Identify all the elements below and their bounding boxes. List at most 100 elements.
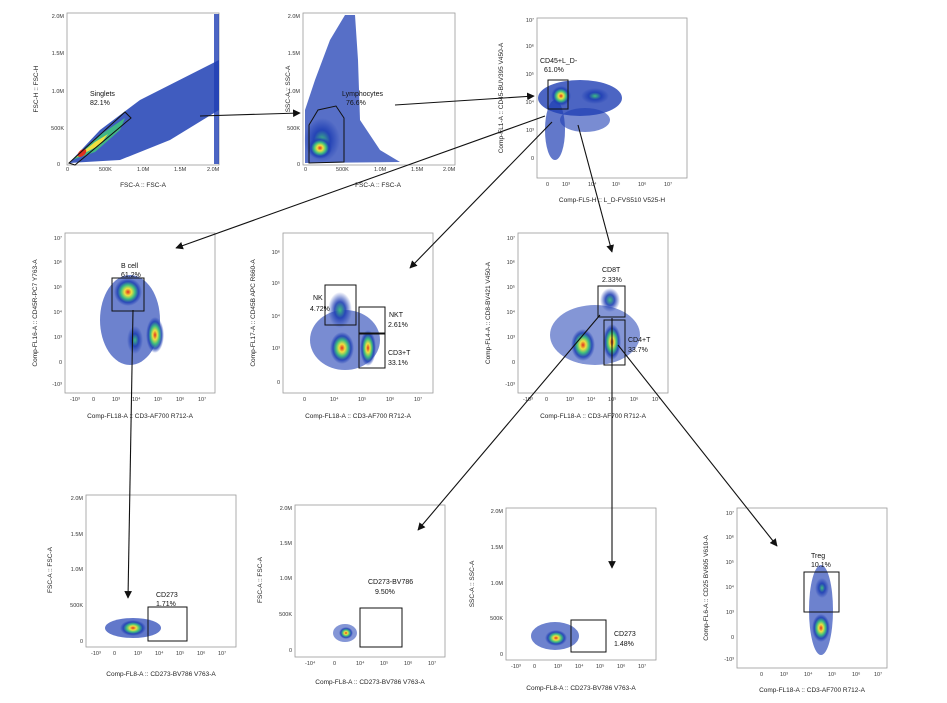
scatter-density — [809, 565, 833, 655]
y-tick: 10⁷ — [726, 510, 734, 517]
arrow-singlets-to-lymphocytes — [199, 109, 301, 118]
x-tick: 10⁶ — [197, 650, 205, 657]
y-tick: 10⁴ — [526, 99, 535, 106]
gate-label: CD8T — [602, 267, 621, 274]
gate-percent: 2.61% — [388, 322, 408, 329]
x-axis-label: FSC-A :: FSC-A — [355, 182, 402, 189]
x-tick: 10⁵ — [154, 396, 162, 403]
x-tick: 10⁴ — [155, 650, 164, 657]
y-tick: 0 — [80, 639, 83, 645]
x-tick: 10⁶ — [176, 396, 184, 403]
scatter-density — [100, 275, 164, 365]
scatter-density — [531, 622, 579, 650]
y-tick: 500K — [279, 612, 292, 618]
gate-label: CD273-BV786 — [368, 579, 413, 586]
gate-cd273-bv786 — [359, 607, 403, 648]
x-tick: 0 — [533, 664, 536, 670]
arrow-lymphocytes-to-cd45 — [394, 92, 535, 106]
y-tick: 1.0M — [288, 89, 301, 95]
y-axis-label: FSC-A :: FSC-A — [257, 556, 264, 603]
x-tick: 0 — [546, 182, 549, 188]
x-tick: 10⁶ — [638, 181, 646, 188]
y-tick: 10⁶ — [54, 259, 62, 266]
x-tick: 10⁷ — [652, 396, 660, 403]
gate-percent: 4.72% — [310, 306, 330, 313]
y-tick: 500K — [51, 126, 64, 132]
y-tick: 10⁴ — [726, 584, 735, 591]
x-tick: 10⁷ — [638, 663, 646, 670]
x-tick: -10³ — [511, 664, 521, 670]
x-tick: 10³ — [134, 651, 142, 657]
gate-cd273 — [147, 606, 188, 642]
arrow-nk-to-cd273 — [417, 314, 601, 531]
y-tick: 0 — [500, 652, 503, 658]
arrow-cd4-to-treg — [617, 344, 778, 547]
y-tick: 10⁶ — [526, 43, 534, 50]
x-tick: 500K — [336, 167, 349, 173]
x-axis-label: FSC-A :: FSC-A — [120, 182, 167, 189]
arrow-cd45-to-cd8cd4 — [577, 124, 614, 253]
y-tick: 10⁵ — [526, 71, 534, 78]
y-tick: 10⁶ — [272, 249, 280, 256]
x-tick: 1.0M — [374, 167, 387, 173]
y-axis-label: SSC-A :: SSC-A — [469, 560, 476, 607]
y-axis-label: Comp-FL6-A :: CD25 BV605 V610-A — [703, 535, 710, 641]
x-tick: 0 — [113, 651, 116, 657]
y-tick: -10³ — [52, 382, 62, 388]
gate-label: CD3+T — [388, 350, 411, 357]
gate-percent: 1.71% — [156, 601, 176, 608]
y-tick: 10⁷ — [54, 235, 62, 242]
x-tick: 10⁶ — [630, 396, 638, 403]
gate-percent: 61.2% — [121, 272, 141, 279]
y-tick: 0 — [59, 360, 62, 366]
y-tick: 10⁷ — [526, 17, 534, 24]
x-axis-label: Comp-FL18-A :: CD3-AF700 R712-A — [540, 413, 647, 420]
x-tick: 10⁷ — [218, 650, 226, 657]
gate-singlets — [68, 111, 132, 166]
gate-treg — [803, 571, 840, 613]
gate-cd3-t — [358, 333, 386, 369]
y-tick: 1.5M — [71, 532, 84, 538]
x-tick: 10⁴ — [804, 671, 813, 678]
x-tick: 10⁵ — [596, 663, 604, 670]
y-tick: 0 — [731, 635, 734, 641]
x-tick: 1.0M — [137, 167, 150, 173]
plot-frame — [505, 507, 657, 661]
gate-cd273 — [570, 619, 607, 653]
gate-label: CD45+L_D- — [540, 58, 578, 65]
scatter-density — [69, 14, 219, 164]
y-tick: 2.0M — [52, 14, 65, 20]
y-tick: 10⁶ — [507, 259, 515, 266]
y-axis-label: Comp-FL17-A :: CD45B APC R660-A — [250, 259, 257, 367]
y-tick: 0 — [297, 162, 300, 168]
scatter-density — [538, 80, 622, 160]
x-tick: 0 — [304, 167, 307, 173]
gate-label: CD4+T — [628, 337, 651, 344]
gating-arrows — [124, 92, 778, 599]
gate-percent: 61.0% — [544, 67, 564, 74]
x-tick: 10⁶ — [386, 396, 394, 403]
gate-percent: 82.1% — [90, 100, 110, 107]
y-tick: 10⁵ — [54, 284, 62, 291]
plot-cd45-live: CD45+L_D- 61.0% 0 10³ 10⁴ 10⁵ 10⁶ 10⁷ 10… — [498, 17, 688, 204]
plot-singlets: Singlets 82.1% 0 500K 1.0M 1.5M 2.0M 0 5… — [33, 12, 220, 189]
y-axis-label: Comp-FL4-A :: CD8-BV421 V450-A — [485, 261, 492, 364]
x-tick: 10⁴ — [330, 396, 339, 403]
plot-cd273-cd8: CD273 1.48% -10³ 0 10³ 10⁴ 10⁵ 10⁶ 10⁷ 2… — [469, 507, 657, 692]
y-tick: 10⁵ — [507, 284, 515, 291]
scatter-density — [105, 618, 161, 638]
y-tick: 10⁵ — [726, 559, 734, 566]
y-tick: 1.5M — [52, 51, 65, 57]
y-tick: 10⁷ — [507, 235, 515, 242]
gate-percent: 1.48% — [614, 641, 634, 648]
x-tick: -10³ — [91, 651, 101, 657]
plot-cd273-b: CD273 1.71% -10³ 0 10³ 10⁴ 10⁵ 10⁶ 10⁷ 2… — [47, 494, 237, 678]
y-tick: 2.0M — [491, 509, 504, 515]
y-tick: 0 — [289, 648, 292, 654]
y-tick: 10³ — [726, 610, 734, 616]
y-tick: 1.0M — [71, 567, 84, 573]
y-tick: -10³ — [505, 382, 515, 388]
y-tick: 10³ — [526, 128, 534, 134]
x-tick: 10⁴ — [587, 396, 596, 403]
x-tick: 10⁵ — [380, 660, 388, 667]
